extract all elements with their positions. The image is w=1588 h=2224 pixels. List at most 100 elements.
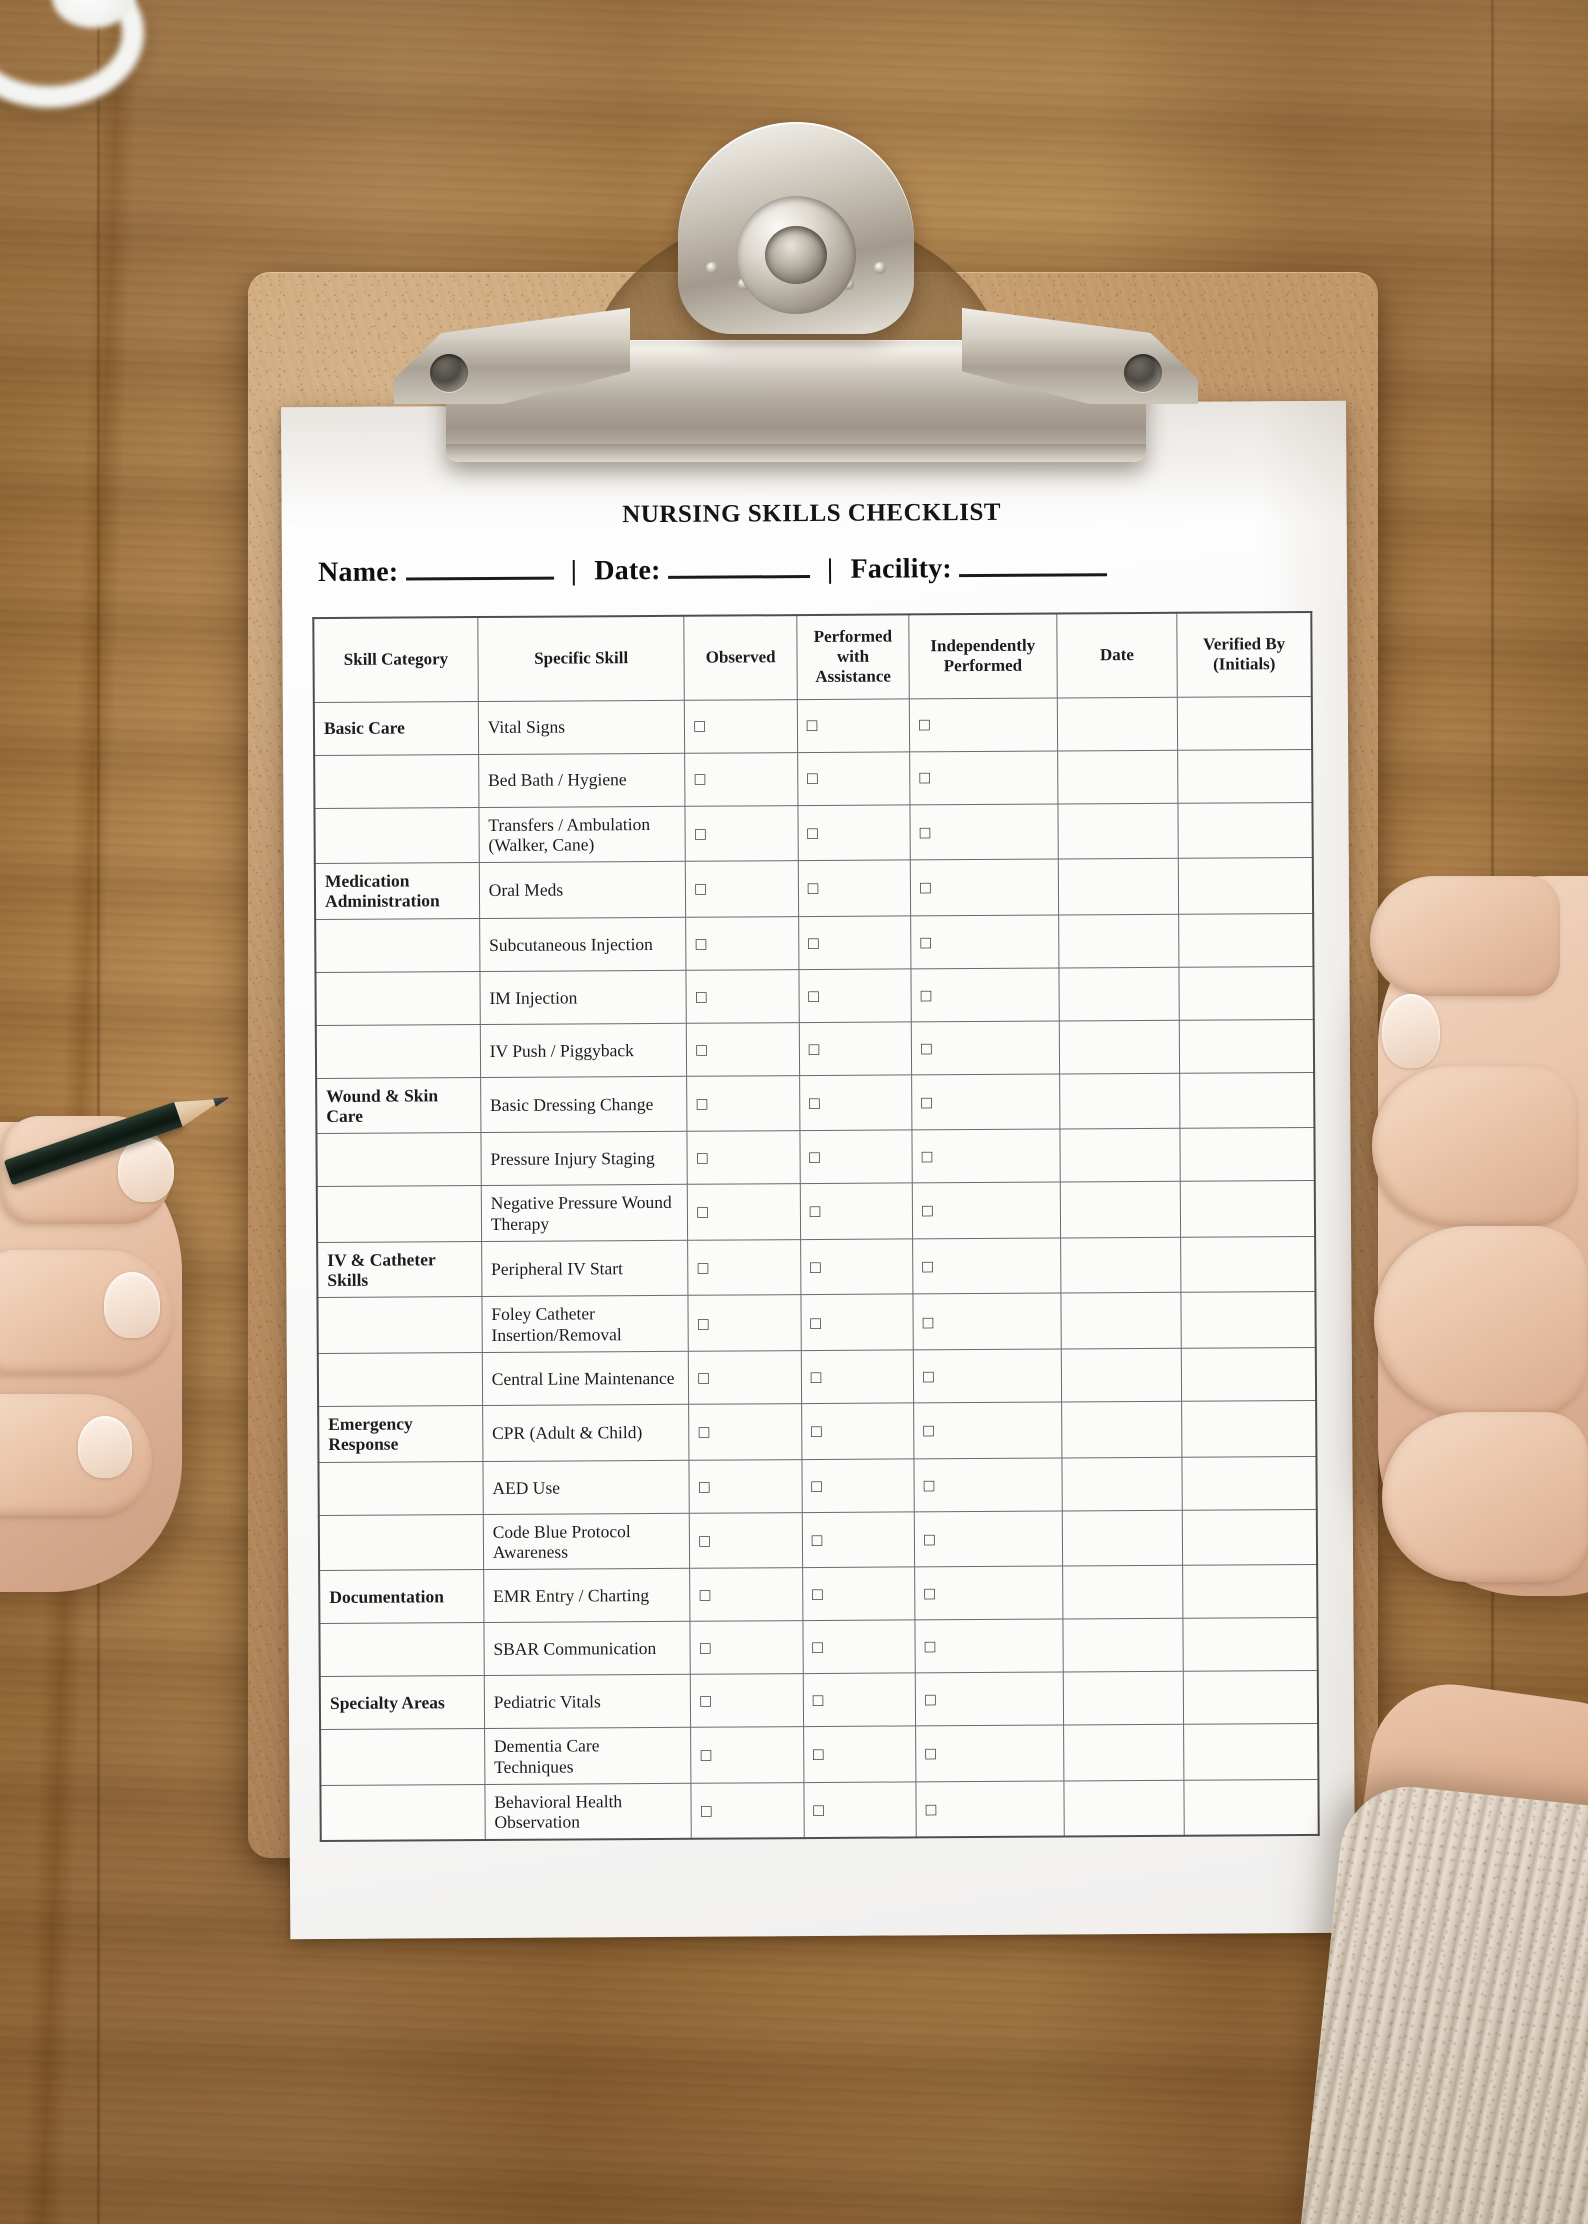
independent-checkbox[interactable]: □ [910,914,1059,969]
verified-by-cell[interactable] [1179,1019,1315,1073]
name-input[interactable] [405,576,554,581]
observed-checkbox[interactable]: □ [685,805,799,862]
date-cell[interactable] [1057,802,1179,860]
observed-checkbox[interactable]: □ [690,1673,804,1728]
observed-checkbox[interactable]: □ [689,1403,802,1460]
observed-checkbox[interactable]: □ [689,1512,803,1569]
observed-checkbox[interactable]: □ [688,1350,802,1405]
assisted-checkbox[interactable]: □ [799,1130,913,1184]
assisted-checkbox[interactable]: □ [803,1673,916,1727]
date-cell[interactable] [1061,1401,1183,1458]
verified-by-cell[interactable] [1180,1127,1315,1182]
verified-by-cell[interactable] [1178,801,1313,859]
clipboard-clip[interactable] [394,118,1198,538]
assisted-checkbox[interactable]: □ [802,1511,915,1568]
assisted-checkbox[interactable]: □ [802,1620,916,1674]
verified-by-cell[interactable] [1183,1617,1318,1672]
observed-checkbox[interactable]: □ [686,1022,800,1076]
independent-checkbox[interactable]: □ [911,1073,1060,1131]
assisted-checkbox[interactable]: □ [799,1074,913,1131]
assisted-checkbox[interactable]: □ [797,751,911,806]
date-cell[interactable] [1060,1348,1182,1403]
assisted-checkbox[interactable]: □ [803,1781,917,1839]
independent-checkbox[interactable]: □ [911,1020,1060,1075]
date-cell[interactable] [1056,696,1178,751]
independent-checkbox[interactable]: □ [909,750,1058,805]
date-cell[interactable] [1059,1181,1181,1238]
assisted-checkbox[interactable]: □ [801,1402,915,1460]
verified-by-cell[interactable] [1182,1456,1317,1510]
observed-checkbox[interactable]: □ [691,1782,805,1840]
assisted-checkbox[interactable]: □ [797,698,910,753]
date-cell[interactable] [1059,1128,1181,1183]
independent-checkbox[interactable]: □ [916,1780,1064,1838]
independent-checkbox[interactable]: □ [915,1619,1063,1674]
observed-checkbox[interactable]: □ [690,1567,803,1622]
observed-checkbox[interactable]: □ [685,752,798,806]
verified-by-cell[interactable] [1180,1236,1316,1293]
independent-checkbox[interactable]: □ [913,1402,1062,1459]
assisted-checkbox[interactable]: □ [797,804,911,861]
observed-checkbox[interactable]: □ [686,969,800,1023]
assisted-checkbox[interactable]: □ [800,1238,914,1296]
observed-checkbox[interactable]: □ [689,1459,803,1513]
assisted-checkbox[interactable]: □ [798,860,911,917]
date-cell[interactable] [1062,1565,1184,1620]
observed-checkbox[interactable]: □ [688,1239,801,1296]
independent-checkbox[interactable]: □ [910,859,1059,916]
independent-checkbox[interactable]: □ [914,1510,1063,1568]
verified-by-cell[interactable] [1182,1509,1318,1566]
date-cell[interactable] [1060,1292,1182,1350]
date-cell[interactable] [1057,858,1179,915]
observed-checkbox[interactable]: □ [687,1183,801,1241]
assisted-checkbox[interactable]: □ [800,1294,914,1351]
independent-checkbox[interactable]: □ [915,1672,1064,1727]
verified-by-cell[interactable] [1177,748,1313,803]
assisted-checkbox[interactable]: □ [802,1567,916,1621]
observed-checkbox[interactable]: □ [690,1620,804,1675]
verified-by-cell[interactable] [1178,913,1314,967]
date-cell[interactable] [1058,913,1180,968]
verified-by-cell[interactable] [1183,1670,1319,1725]
verified-by-cell[interactable] [1181,1291,1316,1349]
verified-by-cell[interactable] [1182,1564,1318,1619]
independent-checkbox[interactable]: □ [912,1182,1061,1239]
observed-checkbox[interactable]: □ [690,1726,804,1784]
independent-checkbox[interactable]: □ [909,697,1058,752]
observed-checkbox[interactable]: □ [688,1295,802,1352]
assisted-checkbox[interactable]: □ [801,1458,915,1513]
independent-checkbox[interactable]: □ [912,1129,1060,1184]
observed-checkbox[interactable]: □ [684,699,798,753]
assisted-checkbox[interactable]: □ [803,1726,917,1783]
independent-checkbox[interactable]: □ [915,1725,1064,1782]
verified-by-cell[interactable] [1180,1180,1316,1238]
date-cell[interactable] [1061,1456,1183,1511]
verified-by-cell[interactable] [1181,1400,1317,1457]
date-input[interactable] [667,575,810,579]
date-cell[interactable] [1061,1509,1183,1567]
verified-by-cell[interactable] [1179,1072,1315,1129]
date-cell[interactable] [1063,1724,1185,1781]
assisted-checkbox[interactable]: □ [799,1021,912,1076]
date-cell[interactable] [1063,1780,1185,1837]
date-cell[interactable] [1058,966,1180,1021]
date-cell[interactable] [1062,1671,1184,1726]
observed-checkbox[interactable]: □ [687,1075,800,1132]
independent-checkbox[interactable]: □ [914,1457,1062,1512]
date-cell[interactable] [1059,1072,1181,1130]
assisted-checkbox[interactable]: □ [798,968,912,1023]
independent-checkbox[interactable]: □ [910,803,1058,861]
assisted-checkbox[interactable]: □ [798,915,912,970]
verified-by-cell[interactable] [1178,857,1314,914]
independent-checkbox[interactable]: □ [913,1349,1062,1403]
date-cell[interactable] [1060,1237,1182,1294]
assisted-checkbox[interactable]: □ [800,1183,913,1240]
verified-by-cell[interactable] [1183,1723,1319,1781]
independent-checkbox[interactable]: □ [914,1566,1063,1621]
observed-checkbox[interactable]: □ [686,916,799,970]
independent-checkbox[interactable]: □ [913,1293,1061,1350]
date-cell[interactable] [1058,1019,1180,1074]
facility-input[interactable] [959,573,1108,578]
verified-by-cell[interactable] [1177,695,1313,750]
independent-checkbox[interactable]: □ [911,967,1059,1022]
